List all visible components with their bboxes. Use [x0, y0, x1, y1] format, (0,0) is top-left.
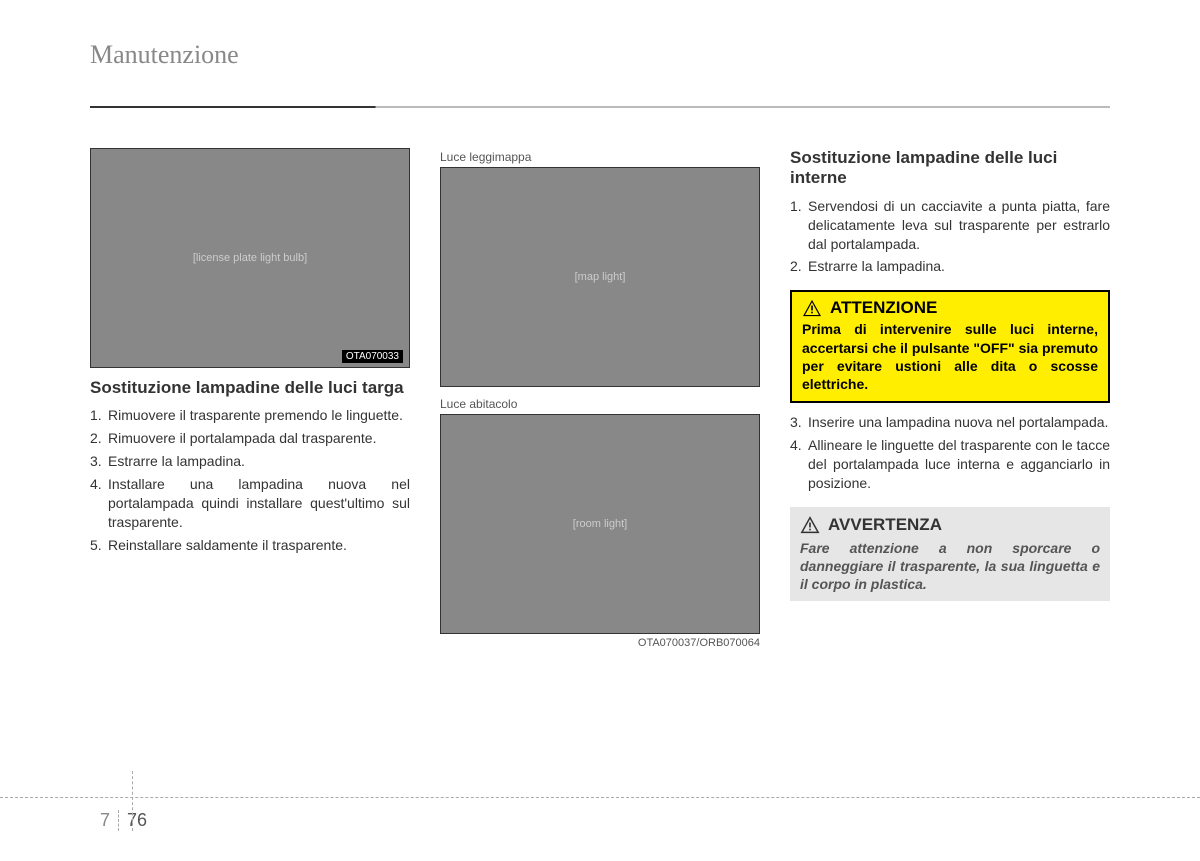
column-right: Sostituzione lampadine delle luci intern…: [790, 148, 1110, 649]
section-title: Manutenzione: [90, 40, 1110, 76]
attention-header: ATTENZIONE: [792, 292, 1108, 320]
steps-targa: Rimuovere il trasparente premendo le lin…: [90, 406, 410, 558]
chapter-number: 7: [100, 810, 119, 831]
step-item: Inserire una lampadina nuova nel portala…: [790, 413, 1110, 432]
figure-code: OTA070033: [342, 350, 403, 363]
warning-header: AVVERTENZA: [800, 515, 1100, 535]
attention-box: ATTENZIONE Prima di intervenire sulle lu…: [790, 290, 1110, 403]
step-item: Allineare le linguette del trasparente c…: [790, 436, 1110, 493]
steps-interne-b: Inserire una lampadina nuova nel portala…: [790, 413, 1110, 497]
page-number-value: 76: [119, 810, 147, 831]
figure-room-light: [room light]: [440, 414, 760, 634]
figure-map-light: [map light]: [440, 167, 760, 387]
step-item: Estrarre la lampadina.: [790, 257, 1110, 276]
warning-title: AVVERTENZA: [828, 515, 942, 535]
figure-license-plate: [license plate light bulb] OTA070033: [90, 148, 410, 368]
step-item: Reinstallare saldamente il trasparente.: [90, 536, 410, 555]
warning-body: Fare attenzione a non sporcare o dannegg…: [800, 539, 1100, 594]
content-columns: [license plate light bulb] OTA070033 Sos…: [90, 148, 1110, 649]
step-item: Rimuovere il trasparente premendo le lin…: [90, 406, 410, 425]
warning-triangle-icon: [802, 299, 822, 317]
steps-interne-a: Servendosi di un cacciavite a punta piat…: [790, 197, 1110, 281]
step-item: Servendosi di un cacciavite a punta piat…: [790, 197, 1110, 254]
figure-caption: Luce abitacolo: [440, 397, 760, 411]
step-item: Rimuovere il portalampada dal trasparent…: [90, 429, 410, 448]
warning-box: AVVERTENZA Fare attenzione a non sporcar…: [790, 507, 1110, 602]
footer-vline: [132, 771, 133, 831]
figure-placeholder: [room light]: [573, 518, 627, 530]
step-item: Installare una lampadina nuova nel porta…: [90, 475, 410, 532]
attention-body: Prima di intervenire sulle luci interne,…: [792, 320, 1108, 401]
column-left: [license plate light bulb] OTA070033 Sos…: [90, 148, 410, 649]
step-item: Estrarre la lampadina.: [90, 452, 410, 471]
figure-code-below: OTA070037/ORB070064: [440, 637, 760, 649]
subhead-targa: Sostituzione lampadine delle luci targa: [90, 378, 410, 398]
attention-title: ATTENZIONE: [830, 298, 937, 318]
figure-caption: Luce leggimappa: [440, 150, 760, 164]
header-rule: [90, 106, 1110, 108]
column-middle: Luce leggimappa [map light] Luce abitaco…: [440, 148, 760, 649]
page-number: 7 76: [100, 810, 147, 831]
warning-triangle-outline-icon: [800, 516, 820, 534]
page-footer: 7 76: [0, 797, 1200, 831]
figure-placeholder: [license plate light bulb]: [193, 252, 307, 264]
figure-placeholder: [map light]: [575, 271, 626, 283]
subhead-interne: Sostituzione lampadine delle luci intern…: [790, 148, 1110, 189]
